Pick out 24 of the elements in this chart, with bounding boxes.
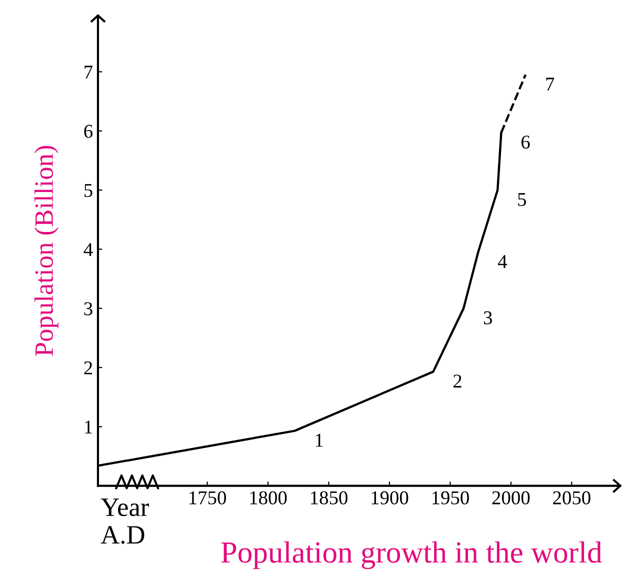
x-tick-label: 1950: [432, 491, 469, 504]
y-tick-label: 2: [84, 361, 92, 374]
y-tick-label: 1: [85, 420, 92, 434]
x-tick-label: 1850: [311, 491, 348, 504]
annotation: 2: [454, 374, 462, 388]
x-tick-label: 2050: [553, 491, 590, 504]
annotation: 4: [498, 255, 508, 268]
y-tick-label: 7: [84, 66, 93, 79]
x-axis-title: Year A.D: [100, 498, 149, 544]
annotation: 3: [484, 311, 492, 324]
y-tick-label: 3: [84, 302, 92, 316]
annotation: 7: [546, 78, 554, 91]
y-tick-label: 5: [84, 184, 92, 198]
y-tick-label: 6: [84, 124, 93, 138]
y-axis-title: Population (Billion): [34, 146, 58, 356]
x-tick-label: 2000: [492, 491, 530, 504]
annotation: 1: [316, 434, 323, 447]
y-tick-label: 4: [84, 243, 93, 256]
x-tick-label: 1900: [372, 491, 408, 504]
annotation: 6: [522, 136, 530, 149]
x-tick-label: 1750: [190, 491, 226, 504]
annotation: 5: [518, 193, 526, 206]
text: Population growth in the world: [221, 541, 602, 570]
x-tick-label: 1800: [250, 491, 287, 504]
